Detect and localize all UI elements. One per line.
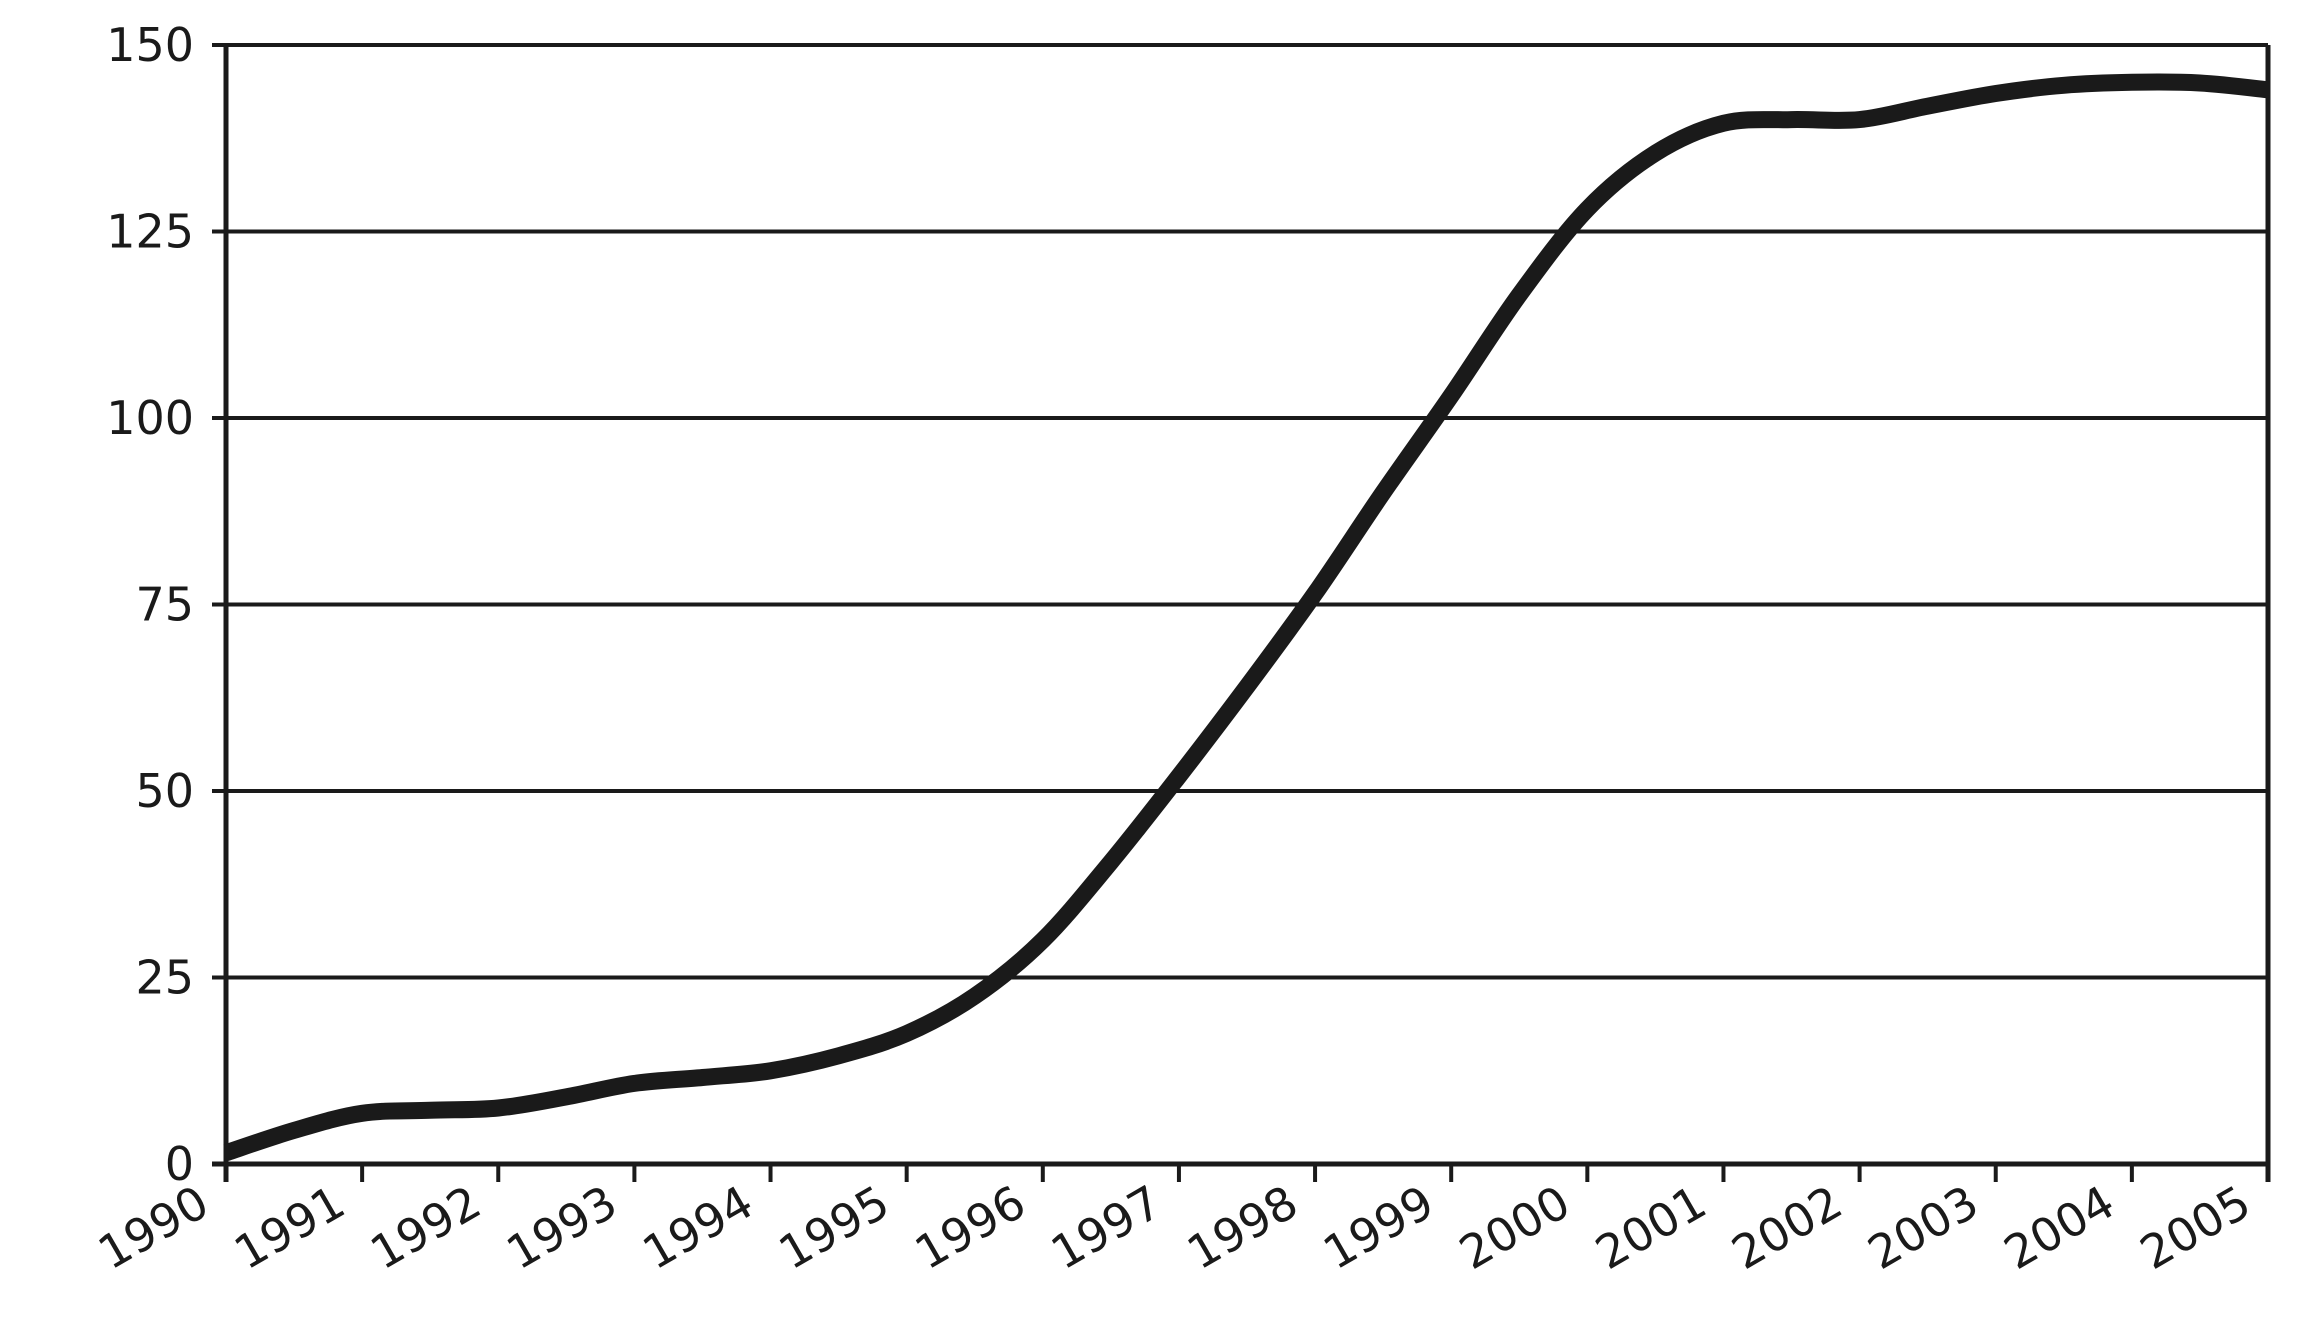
- data-point: [2056, 77, 2072, 93]
- data-point: [1784, 112, 1800, 128]
- data-point: [1171, 768, 1187, 784]
- series-layer: [218, 73, 2276, 1161]
- data-point: [763, 1063, 779, 1079]
- data-point: [1647, 145, 1663, 161]
- data-point: [1511, 287, 1527, 303]
- x-tick-label: 1996: [906, 1175, 1034, 1280]
- data-point: [626, 1075, 642, 1091]
- y-tick-label: 75: [135, 578, 194, 632]
- y-tick-label: 100: [106, 391, 194, 445]
- data-point: [1239, 679, 1255, 695]
- data-point: [967, 988, 983, 1004]
- data-point: [1988, 86, 2004, 102]
- data-point: [490, 1100, 506, 1116]
- x-tick-label: 1993: [498, 1175, 626, 1280]
- data-point: [286, 1122, 302, 1138]
- x-tick-label: 2004: [1995, 1175, 2123, 1280]
- y-tick-label: 25: [135, 951, 194, 1005]
- data-point: [2260, 82, 2276, 98]
- x-tick-label: 1991: [225, 1175, 353, 1280]
- x-tick-label: 2003: [1859, 1175, 1987, 1280]
- x-tick-label: 2001: [1587, 1175, 1715, 1280]
- data-point: [1035, 932, 1051, 948]
- data-point: [1920, 98, 1936, 114]
- data-point: [695, 1070, 711, 1086]
- data-point: [354, 1105, 370, 1121]
- x-tick-label: 1997: [1042, 1175, 1170, 1280]
- axes: [212, 43, 2271, 1182]
- data-point: [1579, 201, 1595, 217]
- data-point: [2192, 75, 2208, 91]
- data-point: [831, 1048, 847, 1064]
- x-tick-label: 1998: [1178, 1175, 1306, 1280]
- data-point: [1307, 585, 1323, 601]
- data-point: [899, 1026, 915, 1042]
- tick-labels: 0 25 50 75 100 125 150 1990 1991 1992 1993 1994 1995…: [89, 18, 2259, 1280]
- data-point: [1375, 485, 1391, 501]
- y-tick-label: 150: [106, 18, 194, 72]
- data-point: [218, 1145, 234, 1161]
- y-tick-label: 125: [106, 205, 194, 259]
- x-tick-label: 1990: [89, 1175, 217, 1280]
- x-tick-label: 1999: [1314, 1175, 1442, 1280]
- x-tick-label: 1995: [770, 1175, 898, 1280]
- y-tick-label: 0: [165, 1137, 194, 1191]
- gridlines: [226, 43, 2268, 980]
- x-tick-label: 2000: [1450, 1175, 1578, 1280]
- x-tick-label: 2002: [1723, 1175, 1851, 1280]
- y-tick-label: 50: [135, 764, 194, 818]
- data-point: [2124, 74, 2140, 90]
- series-line-0: [223, 73, 2269, 1161]
- data-point: [1103, 854, 1119, 870]
- x-tick-label: 1994: [634, 1175, 762, 1280]
- x-tick-label: 2005: [2131, 1175, 2259, 1280]
- data-point: [558, 1089, 574, 1105]
- data-point: [422, 1102, 438, 1118]
- data-point: [1852, 112, 1868, 128]
- data-point: [1443, 388, 1459, 404]
- x-tick-label: 1992: [361, 1175, 489, 1280]
- data-point: [1716, 115, 1732, 131]
